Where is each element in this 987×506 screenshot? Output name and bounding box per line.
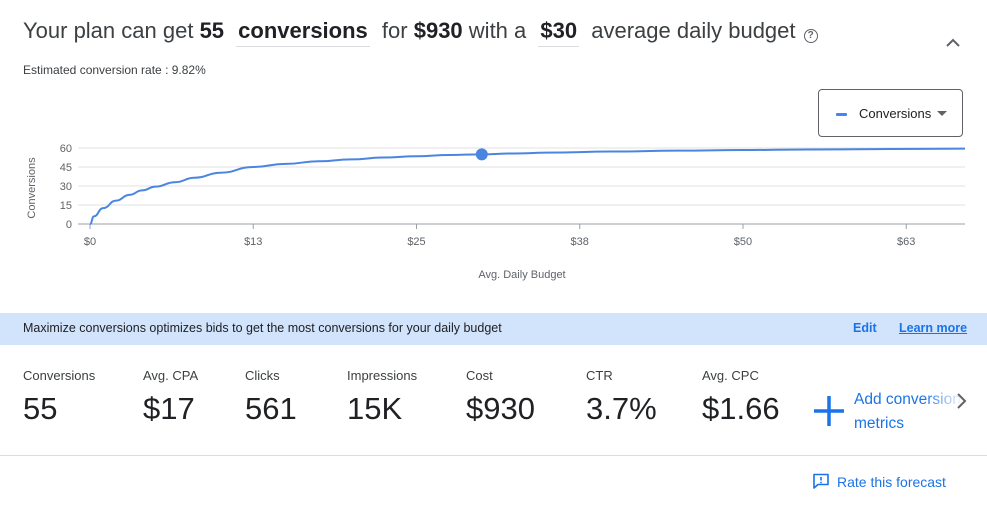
stat-label: Avg. CPC (702, 368, 759, 383)
y-tick-label: 45 (60, 162, 72, 174)
stat-label: CTR (586, 368, 613, 383)
conversions-series-line (89, 147, 966, 225)
stat-value: 55 (23, 391, 58, 426)
caret-down-icon (937, 111, 947, 116)
edit-link[interactable]: Edit (853, 321, 877, 335)
stat-value: $1.66 (702, 391, 780, 426)
stat-avg-cpa: Avg. CPA $17 (143, 368, 198, 427)
x-tick-label: $25 (407, 236, 425, 248)
bid-strategy-banner: Maximize conversions optimizes bids to g… (0, 313, 987, 345)
stat-clicks: Clicks 561 (245, 368, 297, 427)
headline-with: with a (468, 18, 527, 43)
add-conversion-metrics-button[interactable]: Add conversion metrics (812, 388, 970, 434)
stat-conversions: Conversions 55 (23, 368, 95, 427)
y-tick-label: 15 (60, 200, 72, 212)
headline-cost: $930 (413, 18, 463, 43)
y-tick-label: 30 (60, 181, 72, 193)
add-metrics-line2: metrics (854, 415, 904, 432)
x-tick-label: $0 (84, 236, 96, 248)
stat-label: Avg. CPA (143, 368, 199, 383)
chart-grid (78, 147, 965, 225)
y-tick-label: 60 (60, 143, 72, 155)
learn-more-link[interactable]: Learn more (899, 321, 968, 335)
chevron-right-icon[interactable] (954, 392, 968, 410)
x-tick-label: $63 (897, 236, 915, 248)
feedback-icon[interactable] (812, 473, 830, 489)
stat-value: 561 (245, 391, 297, 426)
current-budget-point[interactable] (475, 148, 488, 161)
headline-suffix: average daily budget (591, 18, 796, 43)
forecast-stats: Conversions 55 Avg. CPA $17 Clicks 561 I… (0, 368, 987, 438)
stat-value: $930 (466, 391, 535, 426)
forecast-headline: Your plan can get 55 conversions for $93… (23, 18, 987, 52)
x-tick-label: $50 (734, 236, 752, 248)
rate-forecast-link[interactable]: Rate this forecast (837, 474, 946, 490)
stat-impressions: Impressions 15K (347, 368, 417, 427)
x-tick-label: $13 (244, 236, 262, 248)
metric-dropdown[interactable]: conversions (236, 18, 370, 47)
estimated-conversion-rate: Estimated conversion rate : 9.82% (23, 63, 206, 77)
chart-metric-label: Conversions (859, 106, 932, 121)
plus-icon (814, 396, 844, 426)
divider (0, 455, 987, 456)
y-tick-label: 0 (66, 219, 72, 231)
help-circle-icon[interactable]: ? (803, 29, 818, 43)
series-swatch (836, 113, 847, 116)
y-axis-label: Conversions (26, 157, 38, 219)
stat-label: Impressions (347, 368, 418, 383)
stat-label: Cost (466, 368, 493, 383)
stat-ctr: CTR 3.7% (586, 368, 657, 427)
y-axis-ticks: 0 15 30 45 60 (60, 143, 72, 231)
banner-message: Maximize conversions optimizes bids to g… (23, 321, 502, 335)
overflow-fade (924, 388, 970, 434)
stat-label: Clicks (245, 368, 280, 383)
chart-metric-select[interactable]: Conversions (818, 89, 963, 137)
stat-value: 15K (347, 391, 403, 426)
headline-prefix: Your plan can get (23, 18, 194, 43)
stat-value: $17 (143, 391, 195, 426)
stat-cost: Cost $930 (466, 368, 535, 427)
headline-conversions-count: 55 (199, 18, 225, 43)
stat-label: Conversions (23, 368, 96, 383)
headline-for: for (381, 18, 408, 43)
budget-dropdown[interactable]: $30 (538, 18, 580, 47)
stat-value: 3.7% (586, 391, 657, 426)
chevron-up-icon[interactable] (944, 34, 962, 52)
x-tick-label: $38 (571, 236, 589, 248)
x-axis-ticks: $0 $13 $25 $38 $50 $63 (84, 224, 915, 248)
x-axis-label: Avg. Daily Budget (478, 269, 565, 281)
stat-avg-cpc: Avg. CPC $1.66 (702, 368, 780, 427)
